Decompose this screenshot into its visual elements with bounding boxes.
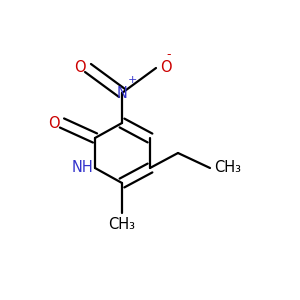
- Text: CH₃: CH₃: [109, 217, 136, 232]
- Text: O: O: [74, 61, 86, 76]
- Text: +: +: [128, 75, 137, 85]
- Text: O: O: [160, 61, 172, 76]
- Text: N: N: [117, 85, 128, 100]
- Text: O: O: [48, 116, 60, 130]
- Text: NH: NH: [71, 160, 93, 175]
- Text: CH₃: CH₃: [214, 160, 241, 175]
- Text: -: -: [166, 48, 170, 61]
